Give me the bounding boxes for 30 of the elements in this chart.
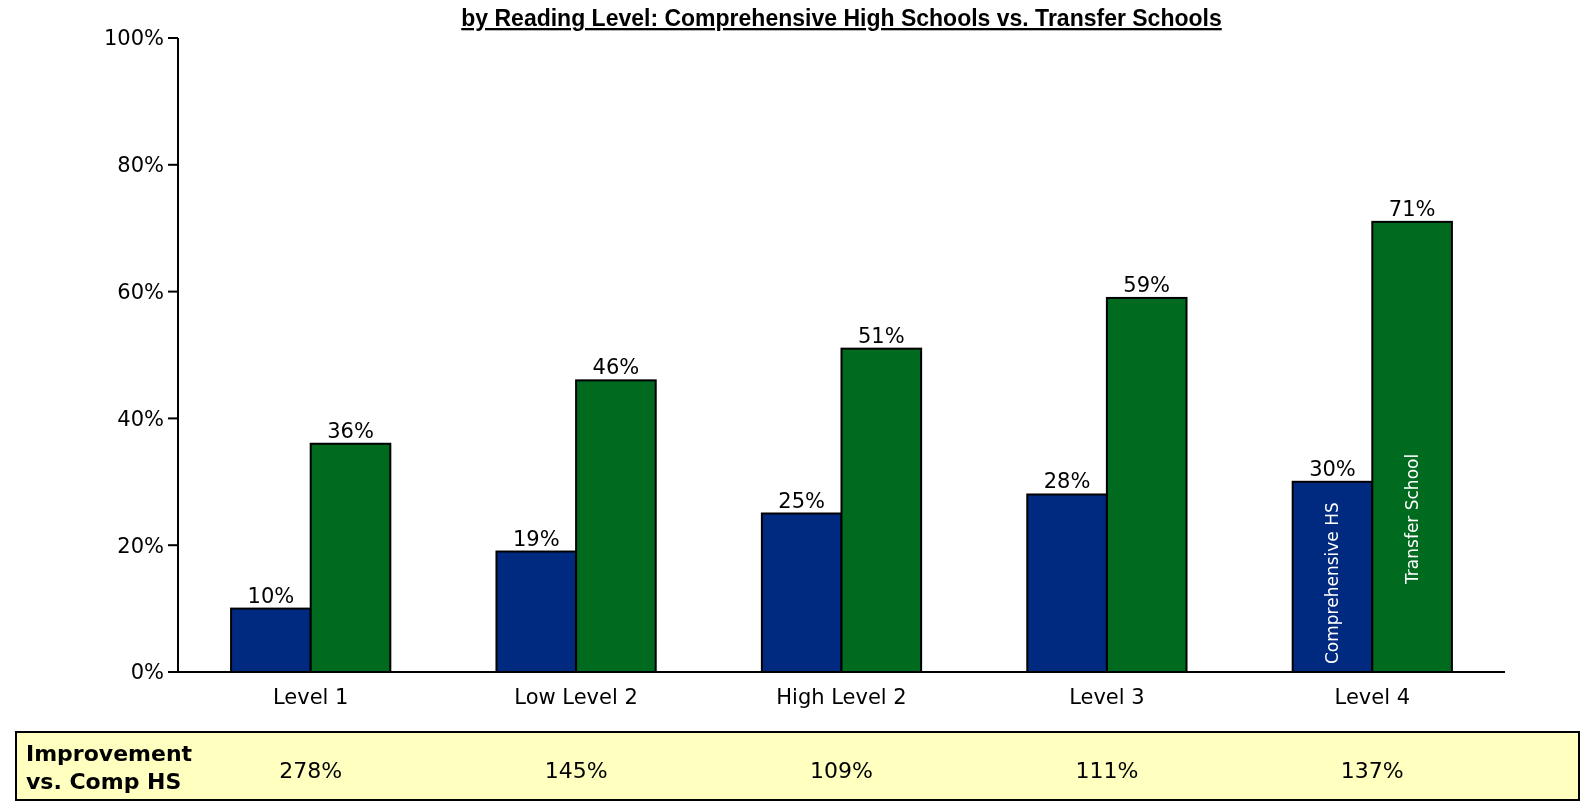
y-tick-label: 100% [103, 26, 164, 51]
x-tick-label: Level 3 [1069, 685, 1145, 709]
data-label: 36% [327, 418, 374, 443]
x-tick-label: Level 1 [272, 685, 349, 709]
data-label: 30% [1309, 456, 1356, 481]
y-tick-label: 80% [117, 153, 164, 178]
text: 278% [279, 758, 343, 783]
text: 137% [1340, 758, 1404, 783]
data-label: 25% [778, 488, 826, 513]
data-label: 19% [512, 526, 560, 551]
data-label: 46% [592, 355, 640, 380]
data-label: 59% [1123, 272, 1171, 297]
text: 111% [1075, 758, 1139, 783]
x-tick-label: Low Level 2 [514, 685, 638, 709]
series-label: Comprehensive HS [1322, 502, 1343, 664]
text: Improvement vs. Comp HS [26, 741, 193, 794]
data-label: 51% [857, 323, 905, 348]
data-label: 28% [1043, 469, 1091, 494]
chart-title: by Reading Level: Comprehensive High Schools vs. Transfer Schools [461, 5, 1222, 31]
text: 145% [544, 758, 608, 783]
data-label: 10% [247, 583, 295, 608]
y-tick-label: 40% [117, 406, 164, 431]
x-tick-label: Level 4 [1334, 685, 1411, 709]
y-tick-label: 60% [117, 279, 164, 304]
data-label: 71% [1388, 196, 1436, 221]
text: 109% [810, 758, 873, 783]
y-tick-label: 20% [117, 533, 164, 558]
y-tick-label: 0% [130, 660, 164, 685]
series-label: Transfer School [1402, 453, 1423, 586]
x-tick-label: High Level 2 [776, 685, 907, 709]
